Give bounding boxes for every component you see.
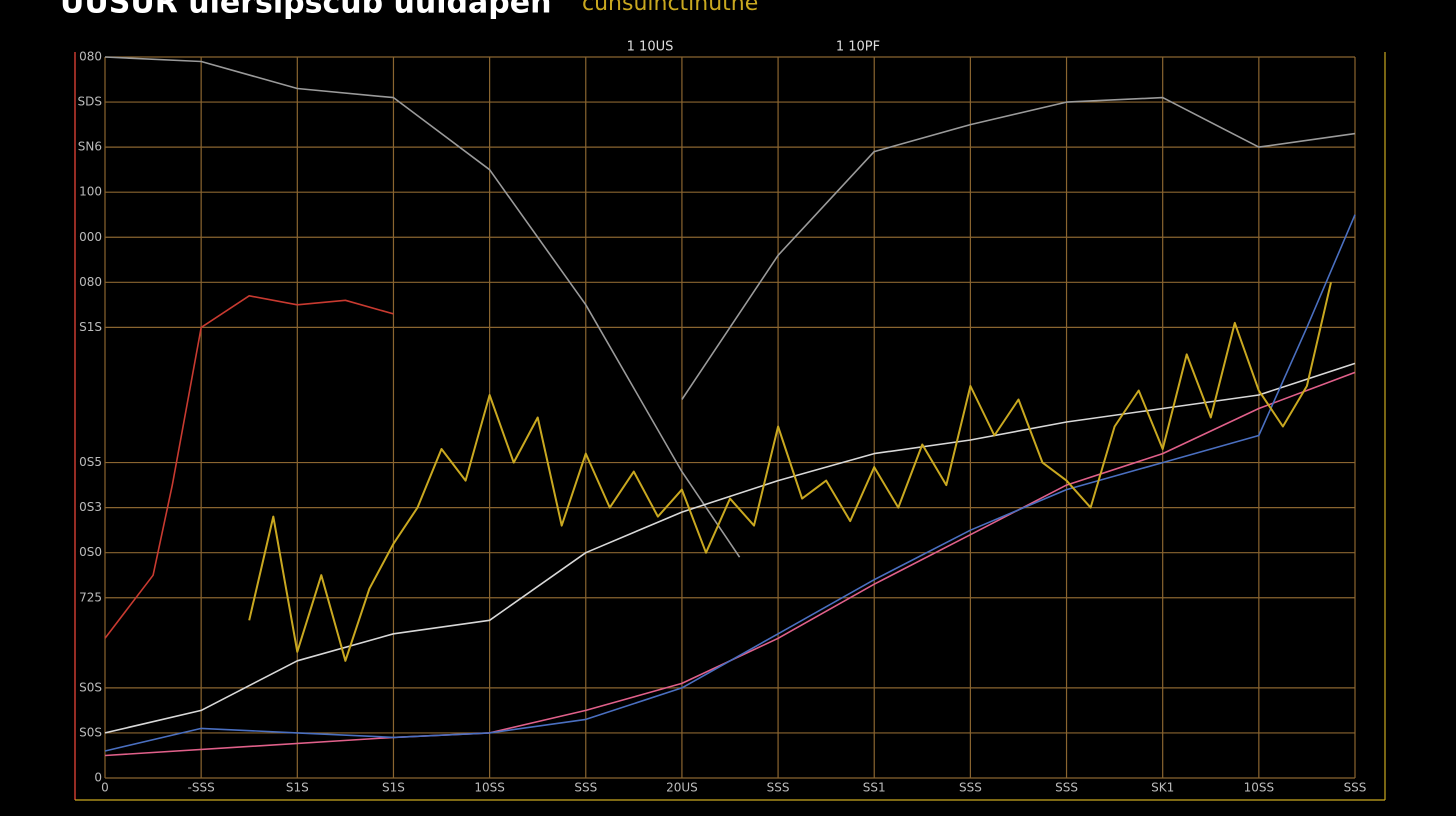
x-tick-label: SSS [1344, 781, 1367, 795]
x-tick-label: -SSS [188, 781, 215, 795]
x-tick-label: SSS [1055, 781, 1078, 795]
x-tick-label: 20US [666, 781, 698, 795]
x-tick-label: S1S [382, 781, 405, 795]
chart-subtitle: cunsuinctinuthe [582, 0, 758, 16]
series-line [681, 96, 1356, 400]
series-line [104, 214, 1356, 752]
x-tick-label: SSS [574, 781, 597, 795]
y-tick-label: 100 [79, 185, 102, 199]
x-tick-label: 10SS [474, 781, 505, 795]
y-tick-label: 000 [79, 230, 102, 244]
series-line [104, 56, 741, 558]
chart-title: UUSUR ulersipscub uuldapen [60, 0, 551, 21]
annotation: 1 10PF [836, 40, 880, 55]
y-tick-label: S0S [79, 680, 102, 694]
annotation: 1 10US [627, 40, 674, 55]
x-tick-label: SK1 [1151, 781, 1174, 795]
x-tick-label: SSS [959, 781, 982, 795]
y-tick-label: S0S [79, 725, 102, 739]
x-tick-label: 10SS [1244, 781, 1275, 795]
x-tick-label: 0 [101, 781, 109, 795]
y-tick-label: 0S5 [79, 455, 102, 469]
y-tick-label: 0S3 [79, 500, 102, 514]
y-tick-label: SDS [78, 95, 102, 109]
y-tick-label: S1S [79, 320, 102, 334]
series-line [248, 282, 1332, 662]
x-tick-label: SSS [767, 781, 790, 795]
x-tick-label: S1S [286, 781, 309, 795]
y-tick-label: 080 [79, 275, 102, 289]
x-tick-label: SS1 [863, 781, 886, 795]
y-tick-label: 0S0 [79, 545, 102, 559]
y-tick-label: SN6 [78, 140, 102, 154]
series-line [104, 294, 394, 639]
y-tick-label: 725 [79, 590, 102, 604]
y-tick-label: 0 [94, 771, 102, 785]
y-tick-label: 080 [79, 50, 102, 64]
